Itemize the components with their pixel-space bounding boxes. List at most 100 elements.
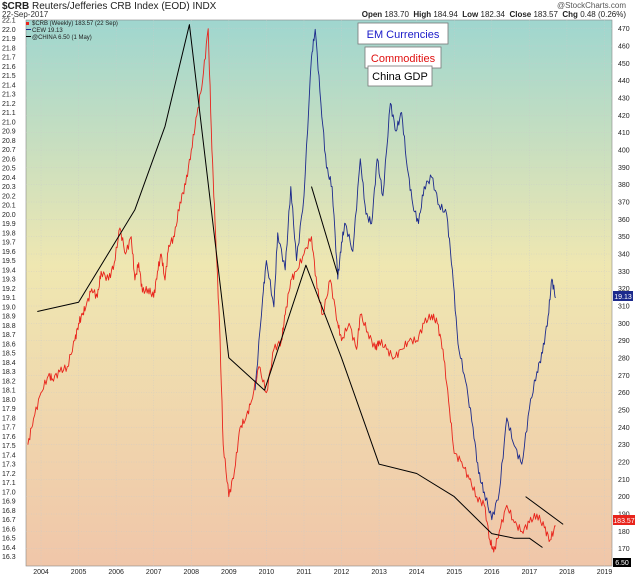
left-tick-label: 18.5: [2, 351, 16, 358]
left-tick-label: 16.4: [2, 545, 16, 552]
right-tick-label: 280: [618, 356, 630, 363]
left-tick-label: 22.1: [2, 18, 16, 25]
right-tick-label: 420: [618, 113, 630, 120]
right-tick-label: 410: [618, 130, 630, 137]
right-tick-label: 330: [618, 269, 630, 276]
legend-cew: CEW 19.13: [32, 28, 63, 34]
legend: $CRB (Weekly) 183.57 (22 Sep) CEW 19.13 …: [26, 21, 118, 41]
x-tick-label: 2008: [183, 569, 199, 576]
right-tick-label: 220: [618, 460, 630, 467]
left-tick-label: 20.2: [2, 193, 16, 200]
cew-value: 19.13: [614, 294, 632, 301]
right-tick-label: 360: [618, 217, 630, 224]
left-tick-label: 21.4: [2, 82, 16, 89]
left-tick-label: 21.8: [2, 45, 16, 52]
symbol: $CRB: [2, 1, 30, 12]
left-tick-label: 18.3: [2, 369, 16, 376]
grid: [26, 20, 612, 566]
index-name: Reuters/Jefferies CRB Index (EOD) INDX: [32, 1, 217, 12]
china-gdp-label: China GDP: [372, 71, 428, 83]
left-tick-label: 17.9: [2, 406, 16, 413]
left-tick-label: 21.2: [2, 101, 16, 108]
left-tick-label: 20.3: [2, 184, 16, 191]
left-tick-label: 19.9: [2, 221, 16, 228]
right-tick-label: 310: [618, 304, 630, 311]
right-tick-label: 380: [618, 182, 630, 189]
left-tick-label: 18.4: [2, 360, 16, 367]
left-tick-label: 17.3: [2, 462, 16, 469]
right-tick-label: 440: [618, 78, 630, 85]
right-tick-label: 210: [618, 477, 630, 484]
left-tick-label: 22.0: [2, 27, 16, 34]
left-tick-label: 20.0: [2, 212, 16, 219]
left-axis: 16.3 16.4 16.5 16.6 16.7 16.8 16.9 17.0 17.1 17.2…: [2, 18, 16, 562]
right-value-badges: 19.13 183.57 6.50: [613, 291, 635, 567]
crb-series-line: [27, 28, 556, 553]
x-tick-label: 2005: [71, 569, 87, 576]
legend-china: @CHINA 6.50 (1 May): [32, 35, 92, 41]
right-tick-label: 400: [618, 148, 630, 155]
left-tick-label: 16.6: [2, 526, 16, 533]
legend-crb-swatch: [26, 22, 29, 25]
header-date: 22-Sep-2017: [2, 10, 49, 19]
left-tick-label: 18.0: [2, 397, 16, 404]
left-tick-label: 18.8: [2, 323, 16, 330]
right-tick-label: 180: [618, 529, 630, 536]
left-tick-label: 17.4: [2, 452, 16, 459]
left-tick-label: 17.6: [2, 434, 16, 441]
left-tick-label: 20.4: [2, 175, 16, 182]
left-tick-label: 21.5: [2, 73, 16, 80]
brand-label: @StockCharts.com: [556, 1, 626, 10]
commodities-label: Commodities: [371, 53, 436, 65]
x-tick-label: 2014: [409, 569, 425, 576]
annotation-commodities: Commodities: [364, 46, 442, 69]
left-tick-label: 16.9: [2, 499, 16, 506]
left-tick-label: 16.7: [2, 517, 16, 524]
left-tick-label: 17.2: [2, 471, 16, 478]
left-tick-label: 16.8: [2, 508, 16, 515]
right-tick-label: 340: [618, 252, 630, 259]
x-tick-label: 2006: [108, 569, 124, 576]
left-tick-label: 16.3: [2, 554, 16, 561]
left-tick-label: 20.6: [2, 156, 16, 163]
right-tick-label: 460: [618, 44, 630, 51]
x-tick-label: 2016: [484, 569, 500, 576]
left-tick-label: 18.9: [2, 314, 16, 321]
x-tick-label: 2007: [146, 569, 162, 576]
legend-china-swatch: [26, 36, 31, 37]
cew-series-line: [254, 28, 556, 521]
right-tick-label: 430: [618, 96, 630, 103]
left-tick-label: 20.7: [2, 147, 16, 154]
right-tick-label: 320: [618, 286, 630, 293]
right-tick-label: 470: [618, 26, 630, 33]
right-tick-label: 390: [618, 165, 630, 172]
cew-value-badge: [613, 291, 633, 301]
left-tick-label: 21.9: [2, 36, 16, 43]
left-tick-label: 20.5: [2, 166, 16, 173]
left-tick-label: 19.2: [2, 286, 16, 293]
chart-header: $CRB Reuters/Jefferies CRB Index (EOD) I…: [0, 0, 640, 20]
left-tick-label: 19.4: [2, 267, 16, 274]
left-tick-label: 21.3: [2, 92, 16, 99]
left-tick-label: 18.6: [2, 341, 16, 348]
left-tick-label: 19.8: [2, 230, 16, 237]
right-tick-label: 250: [618, 408, 630, 415]
right-tick-label: 260: [618, 390, 630, 397]
china-gdp-series-line: [37, 24, 543, 548]
trendline: [311, 186, 339, 275]
x-tick-label: 2017: [522, 569, 538, 576]
left-tick-label: 18.1: [2, 388, 16, 395]
left-tick-label: 20.9: [2, 129, 16, 136]
x-axis: 2004 2005 2006 2007 2008 2009 2010 2011 2012 2013…: [33, 569, 612, 576]
x-tick-label: 2019: [597, 569, 613, 576]
left-tick-label: 17.7: [2, 425, 16, 432]
right-tick-label: 170: [618, 546, 630, 553]
china-value-badge: [613, 558, 631, 567]
left-tick-label: 19.6: [2, 249, 16, 256]
left-tick-label: 19.3: [2, 277, 16, 284]
left-tick-label: 17.1: [2, 480, 16, 487]
right-tick-label: 200: [618, 494, 630, 501]
left-tick-label: 17.5: [2, 443, 16, 450]
x-tick-label: 2018: [559, 569, 575, 576]
x-tick-label: 2004: [33, 569, 49, 576]
